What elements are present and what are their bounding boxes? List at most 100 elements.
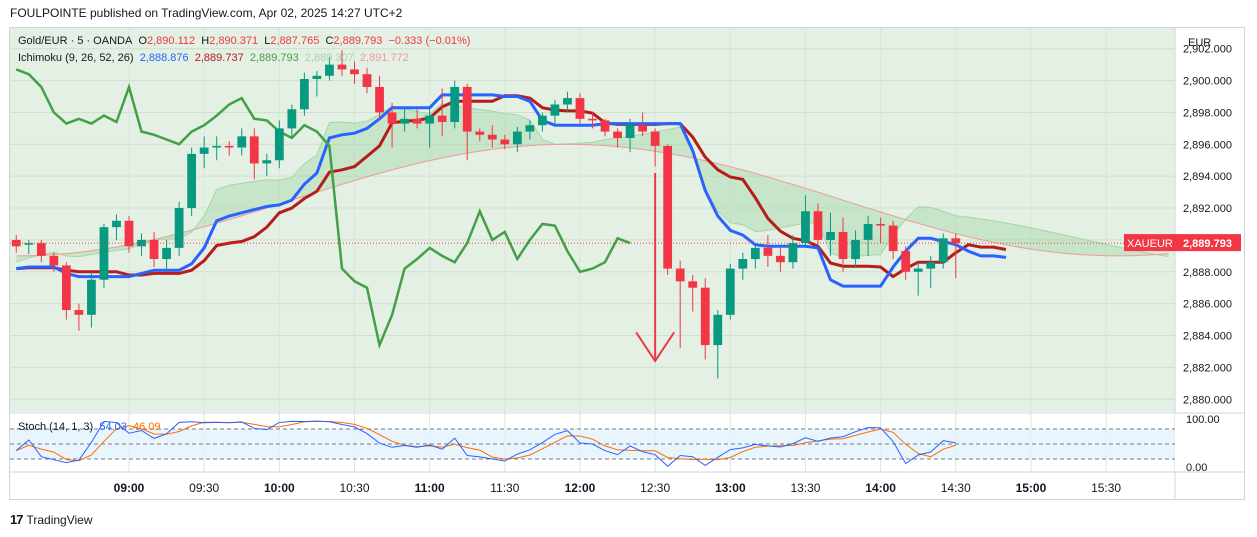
chart-frame[interactable] (9, 27, 1245, 500)
symbol-legend[interactable]: Gold/EUR · 5 · OANDA O2,890.112 H2,890.3… (18, 35, 470, 47)
candle-body (262, 160, 272, 164)
stoch-k-value: 54.03 (99, 421, 127, 433)
low-value: 2,887.765 (270, 35, 320, 47)
candle-body (525, 125, 535, 132)
tradingview-logo-icon: ⁠17 (10, 512, 24, 527)
candle-body (838, 231, 848, 260)
candle-body (613, 131, 622, 138)
open-label: O (138, 35, 147, 47)
candle-body (575, 98, 585, 119)
candle-body (512, 131, 522, 145)
candle-body (700, 287, 710, 346)
span-a-value: 2,889.307 (304, 52, 354, 64)
candle-body (876, 223, 886, 226)
currency-label[interactable]: EUR (1188, 37, 1212, 49)
candle-body (926, 262, 936, 269)
y-tick-label: 2,898.000 (1183, 107, 1232, 119)
chikou-line (15, 68, 631, 350)
candle-body (550, 104, 560, 116)
open-value: 2,890.112 (147, 35, 196, 47)
candle-body (951, 238, 961, 244)
stoch-axis-bg (1175, 414, 1244, 471)
candle-body (563, 98, 572, 105)
candle-body (162, 247, 171, 260)
candle-body (74, 310, 84, 315)
candle-body (24, 243, 34, 245)
candle-body (61, 265, 71, 311)
candle-body (688, 281, 698, 288)
x-tick-label: 15:00 (1016, 481, 1047, 495)
stoch-label[interactable]: Stoch (14, 1, 3) (18, 421, 94, 433)
candle-body (788, 243, 798, 263)
brand-footer[interactable]: ⁠17 TradingView (10, 512, 93, 527)
candle-body (224, 145, 234, 148)
y-tick-label: 2,900.000 (1183, 76, 1232, 88)
candle-body (187, 153, 197, 209)
candle-body (325, 64, 334, 76)
candle-body (425, 115, 435, 124)
x-tick-label: 13:00 (715, 481, 746, 495)
brand-name: TradingView (26, 512, 93, 527)
candle-body (487, 134, 497, 140)
candle-body (375, 86, 384, 113)
kijun-value: 2,889.737 (194, 52, 244, 64)
candle-body (638, 125, 647, 132)
ichimoku-legend[interactable]: Ichimoku (9, 26, 52, 26) 2,888.876 2,889… (18, 52, 409, 64)
change-value: −0.333 (−0.01%) (388, 35, 471, 47)
candle-body (675, 268, 685, 282)
candle-body (475, 131, 485, 135)
candle-body (299, 78, 309, 110)
candle-body (249, 136, 259, 164)
candle-body (337, 64, 347, 70)
x-tick-label: 11:30 (490, 481, 519, 495)
candle-body (713, 314, 723, 346)
span-b-line (16, 143, 1169, 257)
candle-body (350, 69, 359, 75)
y-tick-label: 2,886.000 (1183, 299, 1232, 311)
candle-body (901, 251, 911, 272)
candle-body (913, 268, 923, 272)
y-tick-label: 2,902.000 (1183, 44, 1232, 56)
candle-body (663, 145, 673, 269)
low-label: L (264, 35, 271, 47)
high-label: H (201, 35, 210, 47)
candle-body (149, 239, 159, 260)
candle-body (112, 220, 121, 228)
high-value: 2,890.371 (209, 35, 259, 47)
tenkan-line (16, 93, 1007, 288)
x-tick-label: 14:30 (941, 481, 971, 495)
candle-body (588, 118, 597, 121)
candle-body (450, 86, 460, 123)
symbol-name[interactable]: Gold/EUR · 5 · OANDA (18, 35, 133, 47)
candle-body (199, 147, 209, 154)
candle-body (462, 86, 472, 132)
main-pane-bg (10, 28, 1175, 412)
stoch-k-line (15, 420, 956, 467)
candle-body (49, 255, 59, 266)
candle-body (650, 131, 660, 146)
stoch-tick-label: 0.00 (1186, 462, 1207, 474)
candle-body (437, 115, 447, 123)
ichimoku-lines (15, 68, 1007, 350)
symbol-tag-text: XAUEUR (1127, 238, 1173, 250)
publisher-line: FOULPOINTE published on TradingView.com,… (10, 6, 403, 20)
stoch-legend[interactable]: Stoch (14, 1, 3) 54.03 46.09 (18, 421, 161, 433)
x-tick-label: 12:00 (565, 481, 596, 495)
y-tick-label: 2,882.000 (1183, 362, 1232, 374)
grid (10, 28, 1175, 472)
ichimoku-label[interactable]: Ichimoku (9, 26, 52, 26) (18, 52, 134, 64)
stoch-d-line (16, 420, 956, 462)
candle-body (412, 118, 422, 124)
candle-body (124, 220, 134, 247)
down-arrow-annotation (635, 172, 675, 363)
x-tick-label: 12:30 (640, 481, 670, 495)
close-value: 2,889.793 (333, 35, 383, 47)
price-tag-text: 2,889.793 (1183, 238, 1232, 250)
candle-body (763, 247, 773, 256)
candle-body (826, 231, 835, 240)
x-tick-label: 10:30 (339, 481, 369, 495)
candle-body (538, 115, 547, 126)
span-b-value: 2,891.772 (359, 52, 409, 64)
candle-body (938, 238, 948, 263)
